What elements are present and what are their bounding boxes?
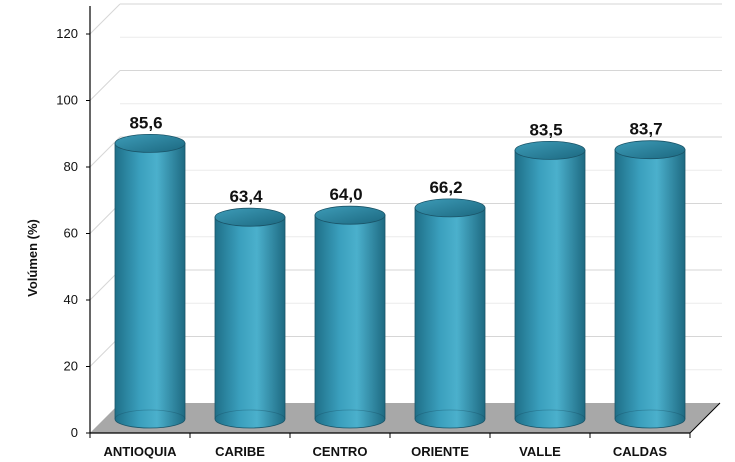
bar-body [414, 207, 486, 429]
bar [114, 133, 186, 429]
x-axis: ANTIOQUIA CARIBE CENTRO ORIENTE VALLE CALDAS [89, 402, 721, 459]
y-tick-label: 60 [64, 226, 78, 241]
y-tick-label: 80 [64, 159, 78, 174]
bar-body [514, 149, 586, 429]
bar-body [214, 216, 286, 429]
bar-base-edge [214, 409, 286, 420]
bar-base-edge [614, 409, 686, 420]
bar-top [314, 205, 386, 225]
bar-base-edge [514, 409, 586, 420]
bar [314, 205, 386, 429]
y-tick-label: 120 [56, 26, 78, 41]
bars: 85,6 63,4 64,0 66,2 83,5 83,7 [114, 113, 686, 429]
bar-base-edge [114, 409, 186, 420]
bar-base-edge [314, 409, 386, 420]
x-tick-label: CALDAS [613, 444, 667, 459]
bar-top [414, 198, 486, 218]
y-tick-label: 100 [56, 93, 78, 108]
bar-body [114, 142, 186, 429]
data-label: 64,0 [329, 185, 362, 204]
x-tick-label: CENTRO [313, 444, 368, 459]
data-label: 63,4 [229, 187, 263, 206]
x-axis-depth-line [689, 402, 721, 434]
bar-top [214, 207, 286, 227]
x-tick-label: CARIBE [215, 444, 265, 459]
data-label: 85,6 [129, 113, 162, 132]
bar-top [514, 140, 586, 160]
y-tick-label: 0 [71, 425, 78, 440]
x-tick-label: VALLE [519, 444, 561, 459]
y-tick-label: 20 [64, 359, 78, 374]
bar [514, 140, 586, 429]
data-label: 83,7 [629, 120, 662, 139]
x-tick-label: ANTIOQUIA [104, 444, 178, 459]
bar-body [314, 214, 386, 429]
bar-base-edge [414, 409, 486, 420]
bar-top [614, 140, 686, 160]
gridline-side [89, 3, 121, 35]
bar [214, 207, 286, 429]
data-label: 83,5 [529, 120, 562, 139]
y-axis-title: Volúmen (%) [25, 219, 40, 297]
bar [614, 140, 686, 429]
y-axis: 0 20 40 60 80 100 120 [56, 6, 91, 440]
x-tick-label: ORIENTE [411, 444, 469, 459]
y-tick-label: 40 [64, 292, 78, 307]
gridline-side [89, 70, 121, 101]
bar-top [114, 133, 186, 153]
bar [414, 198, 486, 429]
data-label: 66,2 [429, 178, 462, 197]
bar-body [614, 149, 686, 429]
